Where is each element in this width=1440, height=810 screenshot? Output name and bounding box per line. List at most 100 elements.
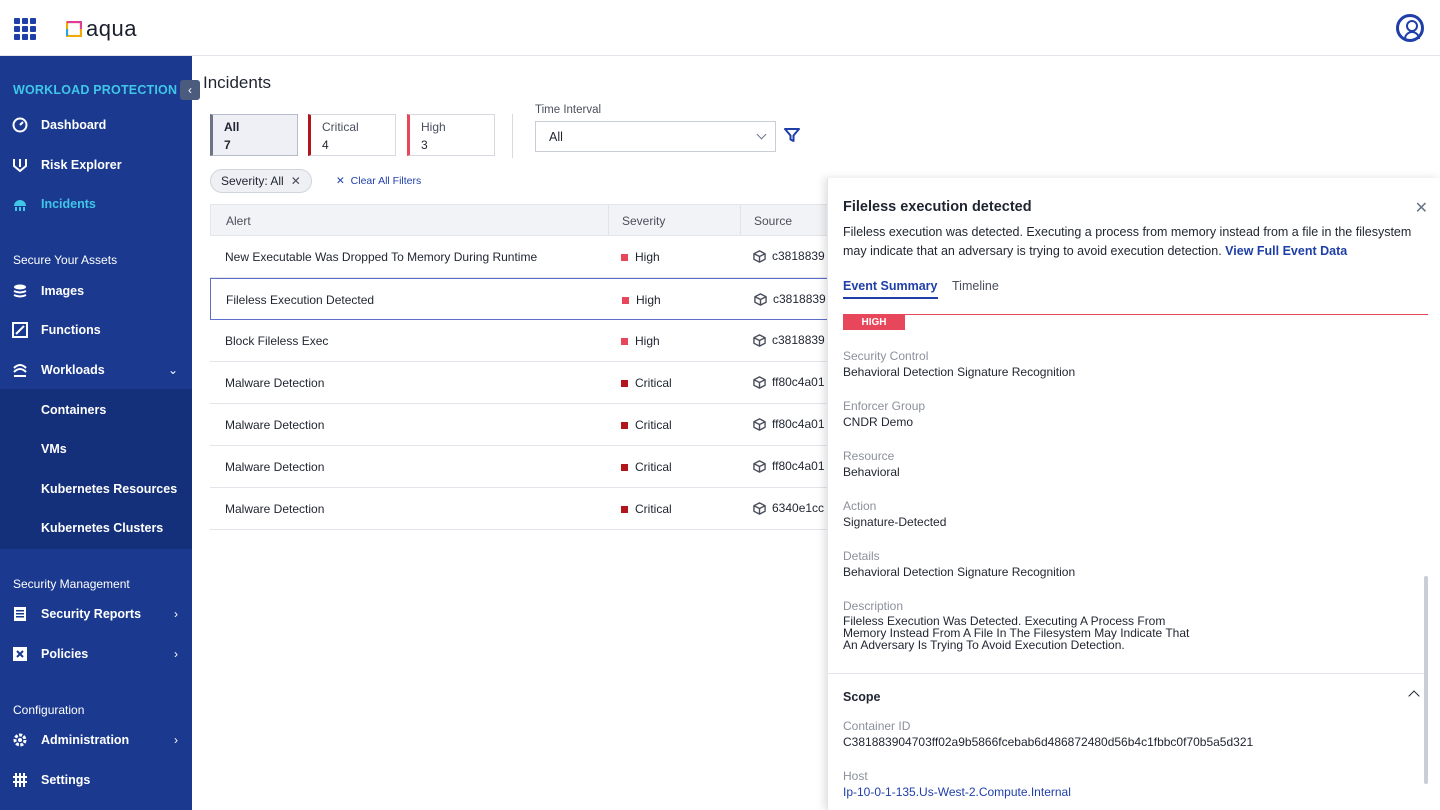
severity-card-critical[interactable]: Critical 4 xyxy=(308,114,396,156)
severity-label: Critical xyxy=(635,376,672,390)
chip-label: Severity: All xyxy=(221,174,284,188)
severity-cell: Critical xyxy=(621,418,672,432)
sidebar-item-label: Incidents xyxy=(41,197,96,211)
column-divider xyxy=(740,205,741,237)
chevron-right-icon: › xyxy=(174,607,178,621)
severity-label: Critical xyxy=(635,460,672,474)
severity-label: Critical xyxy=(635,502,672,516)
sidebar-item-containers[interactable]: Containers xyxy=(41,403,107,417)
severity-square-icon xyxy=(621,421,628,429)
container-cube-icon xyxy=(754,292,767,306)
panel-scrollbar[interactable] xyxy=(1424,576,1428,784)
severity-filter-chip[interactable]: Severity: All ✕ xyxy=(210,169,312,193)
section-security-management: Security Management xyxy=(13,577,130,591)
sidebar-item-kubernetes-resources[interactable]: Kubernetes Resources xyxy=(41,482,178,496)
column-header-severity[interactable]: Severity xyxy=(622,214,666,228)
sidebar-item-workloads[interactable]: Workloads ⌄ xyxy=(0,351,192,389)
workloads-submenu: Containers VMs Kubernetes Resources Kube… xyxy=(0,389,192,549)
app-grid-icon[interactable] xyxy=(14,18,36,40)
severity-card-high[interactable]: High 3 xyxy=(407,114,495,156)
severity-label: Critical xyxy=(635,418,672,432)
sidebar-item-administration[interactable]: Administration › xyxy=(0,721,192,759)
section-configuration: Configuration xyxy=(13,703,85,717)
close-icon[interactable]: ✕ xyxy=(1414,200,1428,217)
field-label-details: Details xyxy=(843,549,880,563)
severity-square-icon xyxy=(621,379,628,387)
alert-name: Malware Detection xyxy=(225,376,325,390)
report-icon xyxy=(12,606,28,622)
severity-square-icon xyxy=(621,505,628,513)
severity-card-count: 7 xyxy=(224,138,231,152)
divider xyxy=(512,114,513,158)
sidebar-item-risk-explorer[interactable]: Risk Explorer xyxy=(0,146,192,184)
field-label-enforcer-group: Enforcer Group xyxy=(843,399,926,413)
column-header-source[interactable]: Source xyxy=(754,214,793,228)
table-header: Alert Severity Source xyxy=(210,204,830,237)
tab-timeline[interactable]: Timeline xyxy=(952,279,999,293)
field-value-security-control: Behavioral Detection Signature Recogniti… xyxy=(843,365,1076,379)
sidebar-item-label: Workloads xyxy=(41,363,105,377)
gear-icon xyxy=(12,732,28,748)
table-row[interactable]: Malware Detection Critical 6340e1cc xyxy=(210,488,830,530)
aqua-logo[interactable]: aqua xyxy=(66,16,137,42)
incidents-icon xyxy=(12,196,28,212)
clear-all-filters-link[interactable]: ✕ Clear All Filters xyxy=(336,175,421,187)
risk-explorer-icon xyxy=(12,157,28,173)
severity-cell: High xyxy=(621,334,660,348)
tab-event-summary[interactable]: Event Summary xyxy=(843,279,939,299)
sidebar-item-images[interactable]: Images xyxy=(0,272,192,310)
close-icon[interactable]: ✕ xyxy=(290,174,301,188)
filter-icon[interactable] xyxy=(784,127,800,143)
column-divider xyxy=(608,205,609,237)
severity-line xyxy=(843,314,1428,315)
sidebar-item-policies[interactable]: Policies › xyxy=(0,635,192,673)
logo-text: aqua xyxy=(86,16,137,41)
severity-label: High xyxy=(635,250,660,264)
sidebar-item-dashboard[interactable]: Dashboard xyxy=(0,106,192,144)
user-profile-icon[interactable] xyxy=(1396,14,1424,42)
top-bar: aqua xyxy=(0,0,1440,56)
sidebar-item-vms[interactable]: VMs xyxy=(41,442,67,456)
severity-label: High xyxy=(635,334,660,348)
table-row[interactable]: Malware Detection Critical ff80c4a01 xyxy=(210,446,830,488)
severity-card-all[interactable]: All 7 xyxy=(210,114,298,156)
sidebar-item-functions[interactable]: Functions xyxy=(0,311,192,349)
workloads-icon xyxy=(12,362,28,378)
sidebar-item-label: Risk Explorer xyxy=(41,158,122,172)
sidebar-item-settings[interactable]: Settings xyxy=(0,761,192,799)
table-row[interactable]: Fileless Execution Detected High c3818839 xyxy=(210,278,830,320)
chevron-down-icon xyxy=(756,129,767,140)
table-row[interactable]: Block Fileless Exec High c3818839 xyxy=(210,320,830,362)
table-row[interactable]: Malware Detection Critical ff80c4a01 xyxy=(210,404,830,446)
sidebar-item-label: Images xyxy=(41,284,85,298)
sidebar-item-label: Security Reports xyxy=(41,607,142,621)
source-cell: ff80c4a01 xyxy=(753,375,825,389)
host-link[interactable]: Ip-10-0-1-135.Us-West-2.Compute.Internal xyxy=(843,785,1071,799)
clear-filters-label: Clear All Filters xyxy=(350,175,422,187)
source-cell: c3818839 xyxy=(754,292,826,306)
divider xyxy=(828,673,1428,674)
source-cell: ff80c4a01 xyxy=(753,459,825,473)
panel-title: Fileless execution detected xyxy=(843,199,1032,215)
functions-icon xyxy=(12,322,28,338)
sidebar-item-kubernetes-clusters[interactable]: Kubernetes Clusters xyxy=(41,521,164,535)
time-interval-select[interactable]: All xyxy=(535,121,776,152)
column-header-alert[interactable]: Alert xyxy=(226,214,251,228)
severity-card-count: 4 xyxy=(322,138,329,152)
chevron-up-icon[interactable] xyxy=(1408,690,1420,702)
source-cell: ff80c4a01 xyxy=(753,417,825,431)
gauge-icon xyxy=(12,117,28,133)
field-label-container-id: Container ID xyxy=(843,719,911,733)
source-cell: c3818839 xyxy=(753,333,825,347)
sidebar-item-security-reports[interactable]: Security Reports › xyxy=(0,595,192,633)
field-value-description: Fileless Execution Was Detected. Executi… xyxy=(843,614,1190,652)
severity-cell: Critical xyxy=(621,376,672,390)
view-full-event-data-link[interactable]: View Full Event Data xyxy=(1225,244,1348,258)
scope-section-title: Scope xyxy=(843,690,881,704)
collapse-sidebar-button[interactable]: ‹ xyxy=(180,80,200,100)
table-row[interactable]: Malware Detection Critical ff80c4a01 xyxy=(210,362,830,404)
sidebar-item-label: Policies xyxy=(41,647,89,661)
table-row[interactable]: New Executable Was Dropped To Memory Dur… xyxy=(210,236,830,278)
sidebar-item-incidents[interactable]: Incidents xyxy=(0,185,192,223)
severity-card-name: High xyxy=(421,120,446,134)
